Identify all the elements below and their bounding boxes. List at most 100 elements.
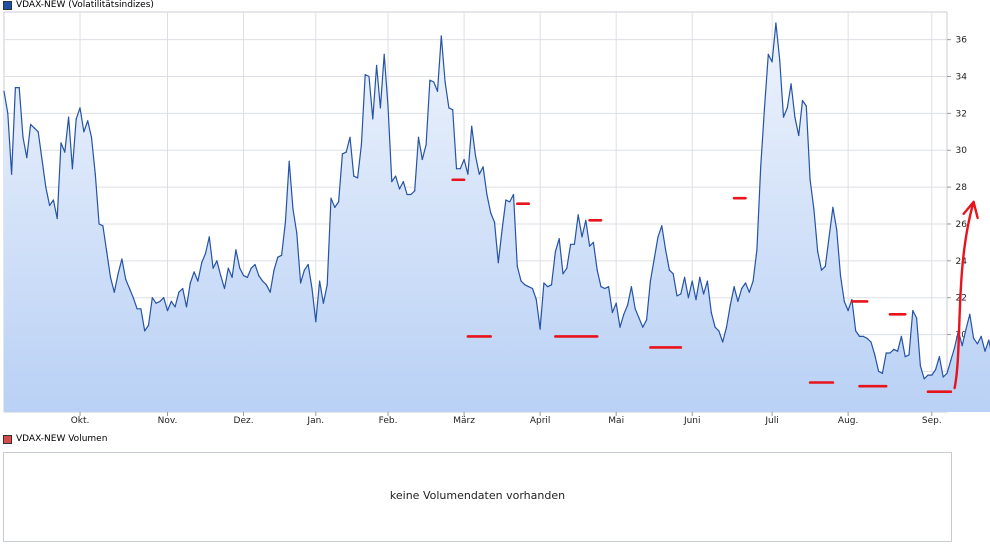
data-point	[68, 116, 70, 118]
data-point	[433, 81, 435, 83]
data-point	[227, 267, 229, 269]
data-point	[839, 275, 842, 277]
data-point	[125, 278, 127, 280]
data-point	[535, 299, 537, 301]
data-point	[581, 236, 583, 238]
data-point	[26, 157, 28, 159]
data-point	[524, 284, 526, 286]
data-point	[497, 262, 499, 264]
data-point	[364, 74, 366, 76]
data-point	[706, 280, 709, 282]
data-point	[600, 286, 602, 288]
data-point	[444, 81, 446, 83]
data-point	[505, 199, 507, 201]
data-point	[973, 337, 975, 339]
data-point	[558, 238, 560, 240]
data-point	[965, 328, 967, 330]
data-point	[543, 282, 545, 284]
data-point	[147, 324, 150, 326]
data-point	[771, 61, 773, 63]
data-point	[775, 22, 777, 24]
data-point	[216, 260, 218, 262]
data-point	[349, 136, 351, 138]
data-point	[703, 293, 705, 295]
data-point	[106, 251, 108, 253]
data-point	[737, 300, 739, 302]
series-area-fill	[4, 23, 990, 412]
data-point	[874, 354, 876, 356]
data-point	[338, 201, 340, 203]
data-point	[231, 276, 233, 278]
x-tick-label: Juli	[764, 416, 778, 426]
data-point	[474, 155, 477, 157]
data-point	[623, 313, 625, 315]
data-point	[269, 291, 271, 293]
data-point	[345, 151, 347, 153]
data-point	[725, 326, 728, 328]
data-point	[881, 372, 884, 374]
data-point	[501, 228, 503, 231]
data-point	[284, 221, 286, 223]
data-point	[467, 173, 469, 175]
data-point	[478, 173, 480, 175]
data-point	[512, 193, 515, 196]
data-point	[672, 273, 674, 275]
data-point	[794, 116, 796, 118]
volume-panel: keine Volumendaten vorhanden	[3, 452, 952, 542]
data-point	[452, 109, 454, 111]
data-point	[197, 280, 199, 282]
data-point	[843, 300, 845, 302]
data-point	[94, 173, 96, 175]
data-point	[779, 59, 781, 61]
data-point	[935, 369, 937, 371]
data-point	[862, 335, 864, 337]
data-point	[395, 175, 397, 177]
data-point	[379, 107, 381, 109]
volume-chart-legend: VDAX-NEW Volumen	[3, 434, 107, 444]
data-point	[315, 321, 317, 323]
data-point	[699, 276, 701, 278]
data-point	[547, 286, 549, 288]
data-point	[691, 280, 693, 282]
data-point	[398, 188, 401, 190]
data-point	[573, 243, 576, 245]
data-point	[596, 269, 598, 271]
data-point	[642, 326, 644, 328]
data-point	[166, 310, 169, 312]
x-tick-label: Nov.	[158, 416, 178, 426]
data-point	[619, 326, 621, 328]
data-point	[733, 286, 735, 288]
data-point	[722, 341, 724, 343]
data-point	[322, 302, 324, 304]
data-point	[45, 186, 47, 188]
data-point	[539, 328, 541, 330]
data-point	[87, 120, 89, 122]
data-point	[923, 378, 925, 380]
data-point	[824, 265, 826, 267]
x-tick-label: Jan.	[306, 416, 324, 426]
volume-chart-legend-label: VDAX-NEW Volumen	[16, 434, 108, 444]
data-point	[254, 263, 256, 266]
data-point	[311, 287, 313, 290]
data-point	[550, 284, 553, 286]
data-point	[128, 287, 131, 290]
data-point	[801, 99, 804, 102]
data-point	[204, 252, 207, 255]
y-tick-label: 32	[956, 109, 967, 119]
data-point	[790, 83, 792, 85]
data-point	[931, 374, 933, 376]
data-point	[718, 330, 720, 332]
data-point	[646, 319, 648, 321]
no-volume-message: keine Volumendaten vorhanden	[389, 489, 566, 502]
data-point	[687, 297, 690, 299]
data-point	[657, 236, 659, 238]
y-tick-label: 26	[956, 220, 968, 230]
data-points	[3, 22, 990, 380]
data-point	[372, 118, 374, 120]
data-point	[307, 263, 309, 266]
data-point	[178, 291, 180, 293]
data-point	[809, 179, 811, 181]
data-point	[938, 356, 941, 358]
data-point	[163, 297, 165, 299]
data-point	[292, 208, 294, 210]
